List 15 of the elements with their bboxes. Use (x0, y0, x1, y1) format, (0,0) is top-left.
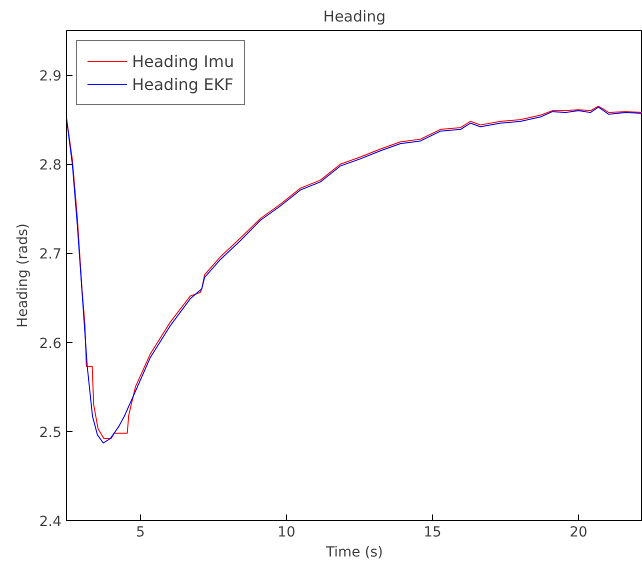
x-tick-label: 20 (570, 524, 588, 540)
legend-label: Heading Imu (132, 52, 234, 70)
legend-label: Heading EKF (132, 74, 234, 94)
y-tick-label: 2.6 (39, 336, 62, 352)
chart-title: Heading (323, 8, 386, 26)
y-tick-label: 2.5 (39, 424, 62, 441)
y-axis-title: Heading (rads) (15, 223, 32, 328)
x-tick-label: 5 (136, 524, 145, 540)
x-tick-label: 15 (424, 524, 442, 540)
x-axis-title: Time (s) (325, 544, 383, 560)
x-tick-label: 10 (278, 524, 296, 540)
y-tick-label: 2.9 (39, 68, 62, 85)
y-tick-label: 2.4 (39, 514, 62, 530)
y-tick-label: 2.8 (39, 158, 62, 174)
y-tick-label: 2.7 (39, 246, 62, 263)
